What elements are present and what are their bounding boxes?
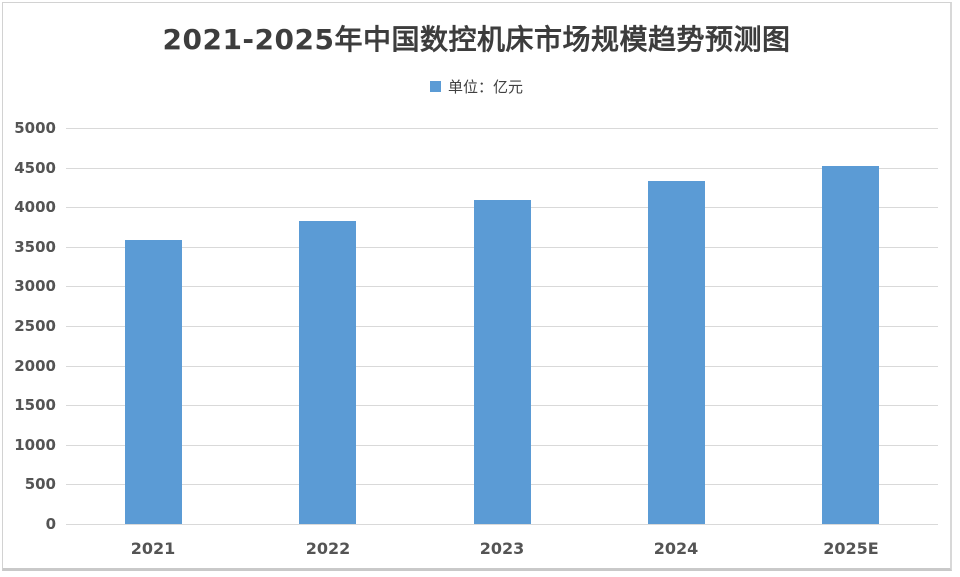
gridline	[66, 128, 938, 129]
y-axis-tick-label: 5000	[14, 119, 56, 137]
legend: 单位：亿元	[3, 76, 950, 97]
gridline	[66, 168, 938, 169]
x-axis-tick-label: 2024	[653, 539, 699, 558]
y-axis-tick-label: 1000	[14, 436, 56, 454]
y-axis-tick-label: 0	[45, 515, 56, 533]
y-axis-tick-label: 1500	[14, 396, 56, 414]
chart-card: 2021-2025年中国数控机床市场规模趋势预测图 单位：亿元 0 500 1000…	[2, 2, 952, 571]
x-axis-tick-label: 2023	[479, 539, 525, 558]
bar-2025E	[822, 166, 879, 524]
y-axis-tick-label: 4000	[14, 198, 56, 216]
y-axis-tick-label: 2500	[14, 317, 56, 335]
x-axis-tick-label: 2025E	[823, 539, 879, 558]
x-axis-tick-label: 2022	[305, 539, 351, 558]
chart-title: 2021-2025年中国数控机床市场规模趋势预测图	[162, 23, 791, 56]
y-axis-tick-label: 500	[24, 475, 56, 493]
plot-area: 2021 2022 2023 2024 2025E	[66, 128, 938, 558]
x-axis-tick-label: 2021	[130, 539, 176, 558]
bar-2024	[648, 181, 705, 524]
y-axis-tick-label: 3500	[14, 238, 56, 256]
gridline	[66, 524, 938, 525]
y-axis-tick-label: 3000	[14, 277, 56, 295]
y-axis-tick-label: 2000	[14, 357, 56, 375]
legend-label: 单位：亿元	[447, 78, 523, 96]
y-axis-tick-label: 4500	[14, 159, 56, 177]
legend-square-marker-icon	[429, 81, 441, 92]
bar-2022	[299, 221, 356, 524]
bar-2023	[474, 200, 531, 524]
bar-2021	[125, 240, 182, 524]
